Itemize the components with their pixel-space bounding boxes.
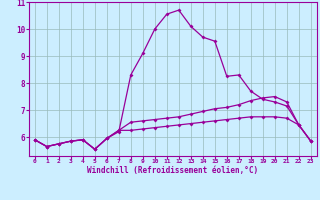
X-axis label: Windchill (Refroidissement éolien,°C): Windchill (Refroidissement éolien,°C)	[87, 166, 258, 175]
